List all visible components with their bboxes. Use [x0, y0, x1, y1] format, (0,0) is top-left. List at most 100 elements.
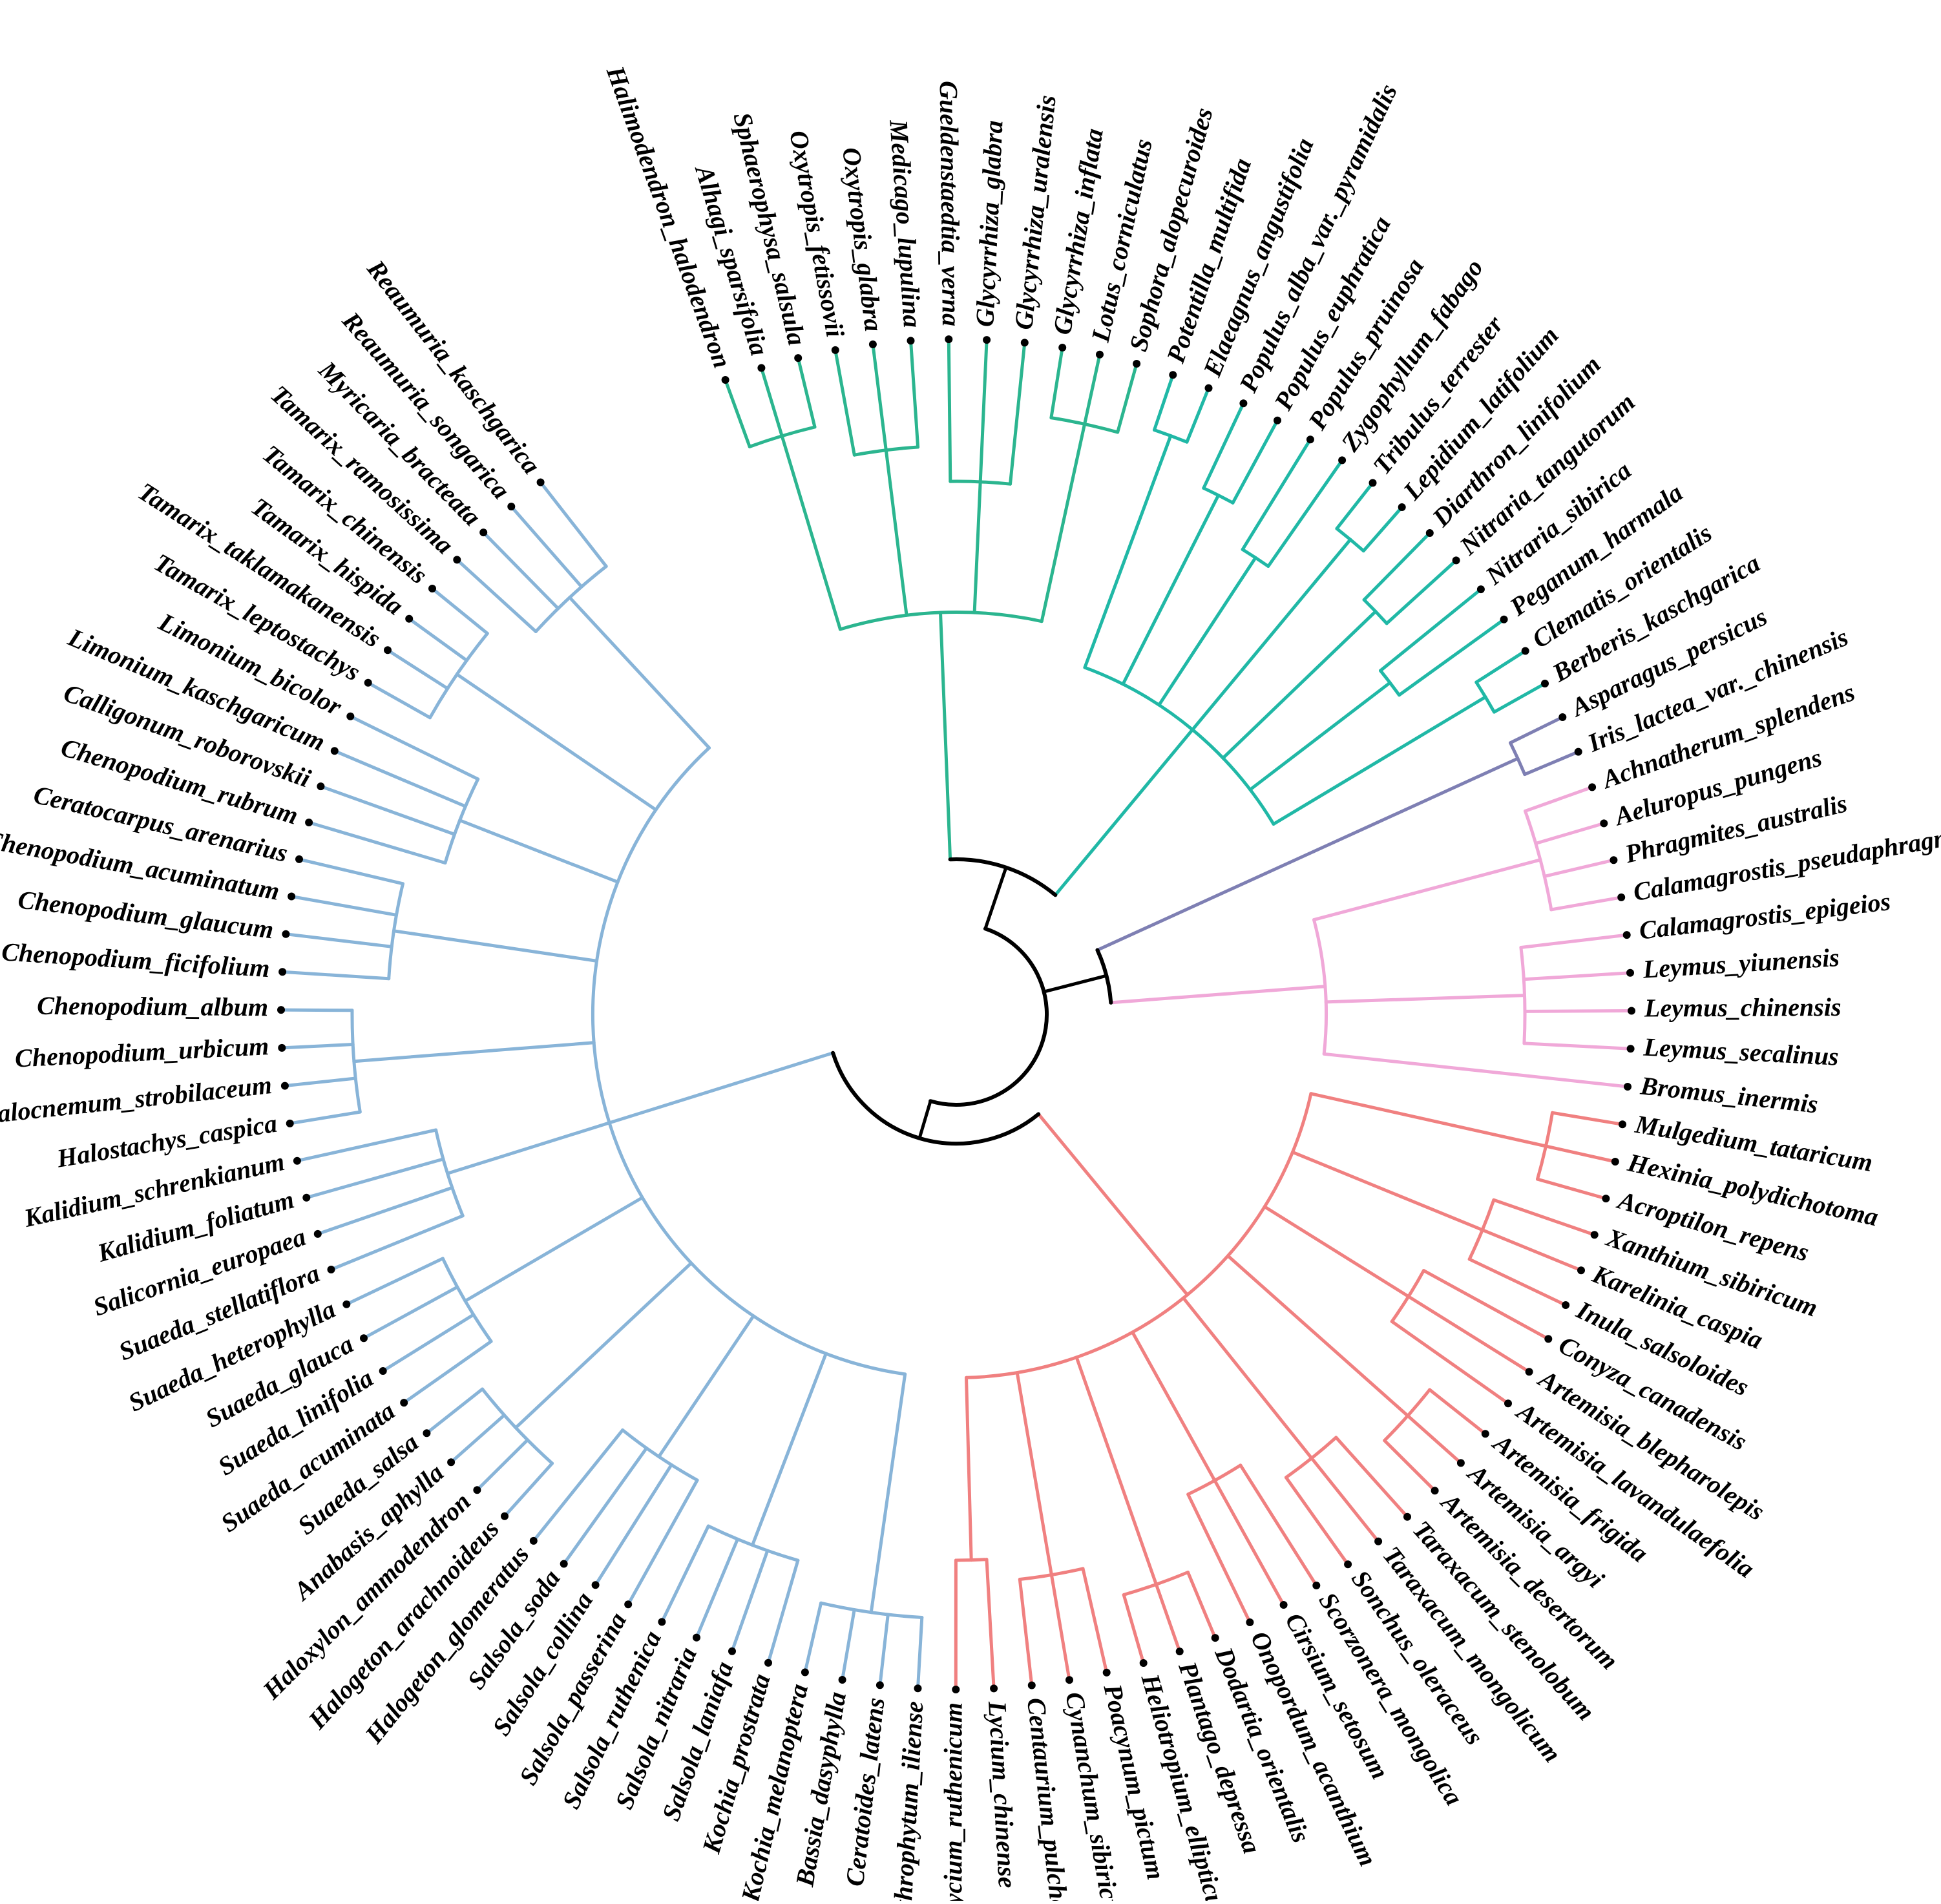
tip-dot [379, 1367, 387, 1375]
tip-dot [1212, 1634, 1219, 1642]
tip-dot [1500, 616, 1508, 623]
internal-branch [570, 598, 709, 748]
terminal-branch [1268, 460, 1342, 566]
tip-dot [728, 1648, 736, 1655]
terminal-branch [346, 1259, 443, 1304]
tip-dot [342, 1301, 350, 1308]
internal-branch [465, 1198, 642, 1301]
tip-dot [360, 1334, 368, 1342]
species-label: Leymus_yiunensis [1641, 943, 1840, 984]
tip-dot [1558, 713, 1566, 721]
internal-branch [1184, 1298, 1312, 1458]
tip-dot [1374, 1538, 1382, 1545]
tree-branches [281, 339, 1631, 1690]
terminal-branch [1525, 1011, 1631, 1012]
tip-dot [1482, 1430, 1489, 1438]
terminal-branch [1364, 533, 1430, 600]
clade-arc [593, 748, 905, 1374]
internal-branch [1042, 424, 1084, 621]
terminal-branch [1553, 1113, 1623, 1124]
tip-dot [405, 615, 413, 623]
tip-dot [1280, 1601, 1288, 1609]
tip-dot [1577, 1266, 1585, 1274]
species-label: Gueldenstaedtia_verna [934, 81, 966, 326]
terminal-branch [505, 1463, 552, 1516]
tip-dot [400, 1399, 408, 1407]
tree-tip-dots [277, 335, 1635, 1693]
tip-dot [447, 1458, 455, 1466]
terminal-branch [290, 1112, 361, 1124]
terminal-branch [1020, 1580, 1032, 1686]
tip-dot [346, 713, 354, 720]
terminal-branch [726, 380, 750, 446]
tip-dot [530, 1537, 538, 1545]
terminal-branch [662, 1526, 708, 1622]
terminal-branch [1188, 1494, 1250, 1622]
internal-branch [967, 1377, 972, 1560]
terminal-branch [1408, 1416, 1461, 1463]
stem-branch [1111, 999, 1149, 1003]
tip-dot [1058, 344, 1066, 351]
terminal-branch [1156, 1584, 1179, 1651]
tip-dot [1103, 1669, 1111, 1677]
root-branch [1044, 976, 1107, 992]
tip-dot [277, 1006, 285, 1014]
tip-dot [1021, 339, 1029, 346]
terminal-branch [285, 1078, 355, 1086]
terminal-branch [1526, 787, 1593, 811]
tip-dot [453, 556, 461, 563]
tip-dot [314, 1230, 322, 1238]
internal-branch [457, 675, 656, 810]
terminal-branch [1544, 860, 1613, 876]
terminal-branch [1187, 388, 1209, 443]
internal-branch [1193, 539, 1350, 729]
tip-dot [1600, 819, 1608, 827]
terminal-branch [483, 532, 558, 609]
terminal-branch [564, 1448, 647, 1564]
tip-dot [428, 585, 436, 592]
tip-dot [1626, 969, 1634, 977]
terminal-branch [1482, 1230, 1581, 1271]
tip-dot [286, 1120, 294, 1127]
tip-dot [1628, 1007, 1635, 1015]
clade-stem [1149, 987, 1325, 1000]
tip-dot [305, 819, 313, 826]
terminal-branch [873, 344, 886, 450]
tip-dot [907, 337, 915, 344]
tip-dot [1453, 556, 1460, 564]
terminal-branch [918, 1618, 922, 1689]
terminal-branch [388, 650, 448, 688]
terminal-branch [1387, 560, 1456, 623]
tip-dot [1205, 384, 1213, 392]
terminal-branch [282, 972, 389, 978]
internal-branch [1085, 436, 1171, 668]
tip-dot [1619, 1120, 1626, 1128]
terminal-branch [1476, 651, 1526, 683]
species-label: Glycyrrhiza_glabra [970, 120, 1008, 328]
terminal-branch [768, 1560, 798, 1663]
internal-branch [753, 1354, 826, 1545]
tip-dot [1591, 1231, 1599, 1239]
terminal-branch [291, 897, 396, 915]
species-label: Arthrophytum_iliense [887, 1700, 929, 1901]
internal-branch [1223, 611, 1376, 758]
terminal-branch [987, 1560, 994, 1689]
tip-dot [317, 782, 324, 790]
species-label: Chenopodium_album [37, 991, 268, 1021]
tip-dot [384, 646, 392, 654]
terminal-branch [409, 619, 467, 661]
tip-dot [1627, 1045, 1635, 1052]
tip-dot [331, 747, 339, 755]
terminal-branch [1085, 355, 1100, 424]
terminal-branch [477, 1440, 527, 1491]
terminal-branch [1399, 620, 1504, 695]
species-label: Lycium_ruthenicum [938, 1702, 967, 1901]
internal-branch [354, 1043, 594, 1062]
terminal-branch [1521, 935, 1627, 947]
tip-dot [282, 930, 289, 938]
terminal-branch [364, 1287, 457, 1338]
terminal-branch [1363, 507, 1401, 551]
terminal-branch [350, 717, 477, 779]
